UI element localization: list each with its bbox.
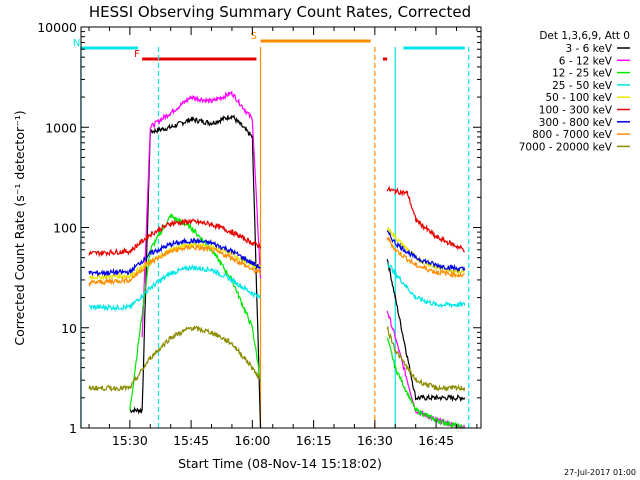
flag-label-s: S	[251, 31, 257, 42]
legend-label: 6 - 12 keV	[559, 55, 613, 67]
y-axis-label: Corrected Count Rate (s⁻¹ detector⁻¹)	[12, 110, 27, 345]
flags-layer: N F S	[73, 31, 465, 61]
series-line-800-7000-kev	[386, 237, 465, 279]
x-tick-label: 16:15	[296, 433, 332, 448]
footer-timestamp: 27-Jul-2017 01:00	[564, 468, 636, 477]
y-tick-label: 1000	[45, 120, 77, 135]
y-tick-label: 100	[53, 221, 77, 236]
series-line-100-300-kev	[88, 217, 262, 258]
plot-frame	[80, 26, 482, 429]
series-line-25-50-kev	[88, 264, 261, 312]
legend-title: Det 1,3,6,9, Att 0	[539, 30, 630, 42]
legend-label: 50 - 100 keV	[545, 92, 612, 104]
flag-label-f: F	[134, 49, 140, 60]
y-tick-label: 1	[69, 421, 77, 436]
legend-label: 25 - 50 keV	[552, 80, 613, 92]
series-line-6-12-kev	[386, 310, 466, 429]
series-line-3-6-kev	[129, 114, 262, 429]
series-line-100-300-kev	[386, 185, 465, 253]
series-line-3-6-kev	[386, 258, 466, 403]
series-layer	[88, 90, 466, 430]
x-tick-label: 16:45	[418, 433, 454, 448]
y-tick-label: 10000	[37, 20, 77, 35]
series-line-800-7000-kev	[88, 243, 262, 288]
x-tick-label: 15:30	[112, 433, 148, 448]
legend-label: 12 - 25 keV	[552, 68, 613, 80]
series-line-7000-20000-kev	[88, 325, 262, 392]
legend-label: 3 - 6 keV	[565, 43, 612, 55]
axes-layer: 1 10 100 1000 10000 15:30 15:45 16:00 16:15 16:30…	[37, 20, 482, 448]
series-line-300-800-kev	[386, 230, 466, 273]
legend-label: 7000 - 20000 keV	[519, 141, 613, 153]
legend-label: 100 - 300 keV	[539, 105, 613, 117]
series-line-7000-20000-kev	[386, 325, 466, 393]
flag-label-n: N	[73, 38, 80, 49]
x-tick-label: 16:30	[357, 433, 393, 448]
y-tick-label: 10	[61, 321, 77, 336]
legend-label: 800 - 7000 keV	[532, 129, 613, 141]
legend-label: 300 - 800 keV	[539, 117, 613, 129]
x-axis-label: Start Time (08-Nov-14 15:18:02)	[178, 456, 382, 471]
series-line-12-25-kev	[129, 212, 262, 411]
series-line-25-50-kev	[386, 262, 466, 309]
series-line-6-12-kev	[141, 90, 262, 338]
x-tick-label: 15:45	[173, 433, 209, 448]
x-tick-label: 16:00	[234, 433, 270, 448]
series-line-12-25-kev	[386, 337, 465, 430]
chart-title: HESSI Observing Summary Count Rates, Cor…	[89, 3, 471, 21]
series-line-300-800-kev	[88, 237, 261, 277]
